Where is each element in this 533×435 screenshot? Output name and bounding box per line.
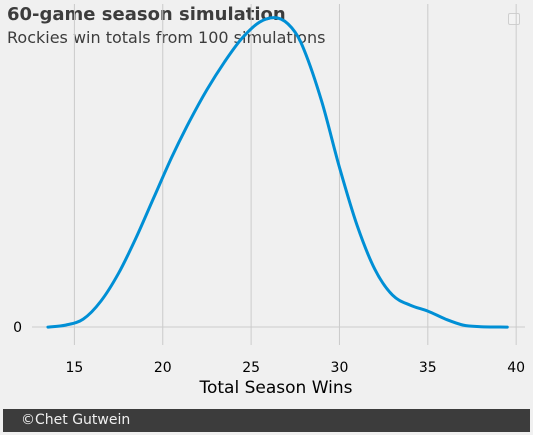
x-tick-label: 40	[507, 360, 525, 376]
x-tick-label: 35	[419, 360, 437, 376]
x-axis-label: Total Season Wins	[199, 378, 353, 398]
x-tick-label: 15	[65, 360, 83, 376]
x-tick-label: 25	[242, 360, 260, 376]
y-tick-label: 0	[13, 320, 22, 336]
footer-bar: ©Chet Gutwein	[3, 409, 530, 432]
series-line	[46, 16, 509, 329]
series-points	[48, 18, 508, 327]
chart-title: 60-game season simulation	[7, 4, 286, 25]
tick-labels: 15 20 25 30 35 40 0	[13, 320, 525, 376]
footer-credit: ©Chet Gutwein	[21, 412, 131, 428]
x-tick-label: 20	[154, 360, 172, 376]
x-tick-label: 30	[331, 360, 349, 376]
grid	[32, 4, 525, 345]
legend	[508, 13, 520, 25]
